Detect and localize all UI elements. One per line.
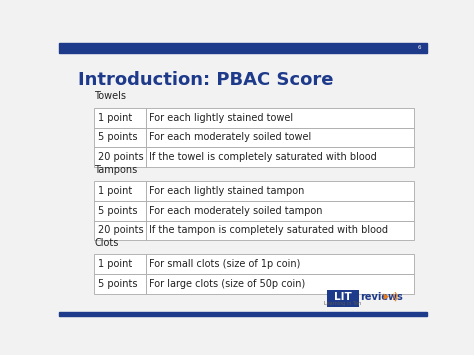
Text: For each moderately soiled towel: For each moderately soiled towel — [149, 132, 311, 142]
Text: For each lightly stained towel: For each lightly stained towel — [149, 113, 293, 123]
Bar — [94, 108, 146, 127]
Text: For each lightly stained tampon: For each lightly stained tampon — [149, 186, 305, 196]
Bar — [94, 181, 146, 201]
Text: 1 point: 1 point — [98, 113, 132, 123]
Text: 20 points: 20 points — [98, 152, 144, 162]
Bar — [146, 108, 414, 127]
Bar — [94, 274, 146, 294]
Text: 1 point: 1 point — [98, 186, 132, 196]
Text: Clots: Clots — [94, 238, 118, 248]
Text: For small clots (size of 1p coin): For small clots (size of 1p coin) — [149, 259, 301, 269]
Text: reviews: reviews — [360, 292, 403, 302]
Bar — [146, 181, 414, 201]
Bar — [328, 290, 359, 307]
Bar — [94, 220, 146, 240]
Text: For each moderately soiled tampon: For each moderately soiled tampon — [149, 206, 323, 216]
Bar — [146, 274, 414, 294]
Text: 1 point: 1 point — [98, 259, 132, 269]
Bar — [146, 127, 414, 147]
Bar — [59, 312, 427, 316]
Polygon shape — [383, 294, 389, 300]
Bar — [146, 147, 414, 167]
Text: 5 points: 5 points — [98, 206, 137, 216]
Text: 5 points: 5 points — [98, 132, 137, 142]
Bar — [94, 147, 146, 167]
Text: 6: 6 — [418, 45, 421, 50]
Bar — [59, 43, 427, 53]
Text: LIT: LIT — [334, 292, 352, 302]
Text: If the towel is completely saturated with blood: If the towel is completely saturated wit… — [149, 152, 377, 162]
Bar — [146, 201, 414, 220]
Bar — [94, 255, 146, 274]
Bar — [94, 127, 146, 147]
Bar — [94, 201, 146, 220]
Text: 5 points: 5 points — [98, 279, 137, 289]
Text: Towels: Towels — [94, 91, 126, 102]
Bar — [146, 220, 414, 240]
Text: Tampons: Tampons — [94, 165, 137, 175]
Text: For large clots (size of 50p coin): For large clots (size of 50p coin) — [149, 279, 306, 289]
Text: Learning in Ten: Learning in Ten — [325, 301, 362, 306]
Bar — [146, 255, 414, 274]
Text: If the tampon is completely saturated with blood: If the tampon is completely saturated wi… — [149, 225, 388, 235]
Text: Introduction: PBAC Score: Introduction: PBAC Score — [78, 71, 333, 89]
Text: 20 points: 20 points — [98, 225, 144, 235]
